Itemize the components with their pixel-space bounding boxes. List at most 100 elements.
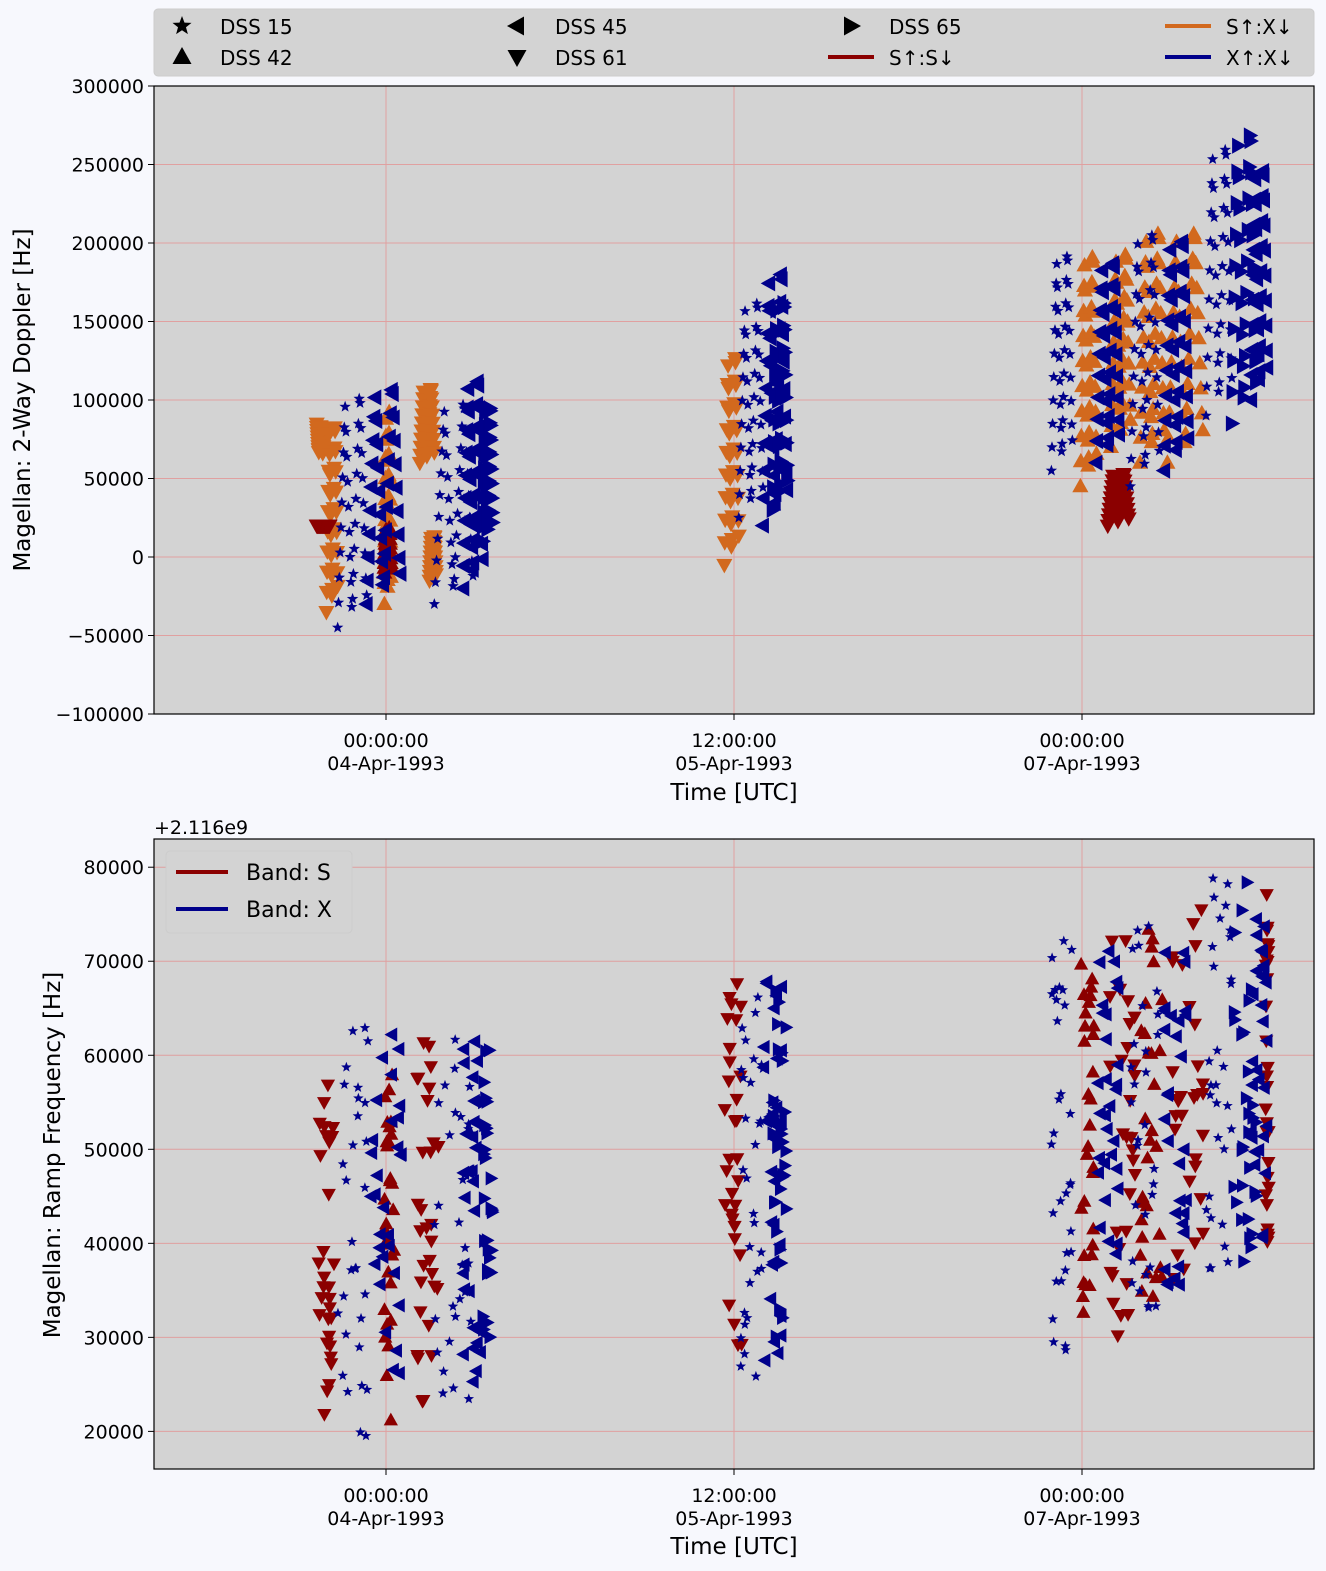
ramp-point xyxy=(1092,1150,1105,1166)
doppler-point xyxy=(1227,352,1242,369)
ramp-point xyxy=(372,1240,386,1255)
doppler-point xyxy=(1218,172,1231,184)
ramp-point xyxy=(1133,940,1144,951)
ramp-point xyxy=(362,1035,374,1046)
ramp-point xyxy=(355,1426,366,1437)
ramp-point xyxy=(1225,973,1237,984)
doppler-point xyxy=(749,344,762,356)
ramp-point xyxy=(1172,1193,1186,1208)
ramp-point xyxy=(1220,900,1231,911)
doppler-point xyxy=(1153,329,1170,345)
ramp-point xyxy=(727,1233,742,1246)
ramp-point xyxy=(1075,1289,1090,1302)
ramp-point xyxy=(465,1374,479,1389)
doppler-point xyxy=(1142,408,1160,424)
ramp-point xyxy=(774,979,788,995)
doppler-point xyxy=(1256,217,1271,234)
doppler-point xyxy=(1186,229,1203,245)
ramp-point xyxy=(722,1299,737,1313)
ramp-point xyxy=(338,1290,349,1301)
doppler-point xyxy=(1150,343,1162,355)
ramp-point xyxy=(323,1351,338,1365)
ramp-point xyxy=(1244,1160,1257,1175)
ramp-point xyxy=(324,1358,339,1372)
legend-marker-triangle-right xyxy=(844,16,861,36)
ramp-point xyxy=(1126,1154,1141,1168)
ramp-point xyxy=(1122,1018,1137,1031)
doppler-point xyxy=(349,517,361,529)
ramp-point xyxy=(317,1097,332,1110)
ramp-point xyxy=(410,1352,426,1366)
doppler-point xyxy=(1145,256,1157,268)
ramp-point xyxy=(370,1168,383,1183)
ramp-point xyxy=(424,1350,439,1363)
doppler-point xyxy=(730,529,747,545)
doppler-point xyxy=(733,511,745,523)
ramp-point xyxy=(1255,944,1269,959)
doppler-point xyxy=(455,442,467,454)
ramp-point xyxy=(1258,1103,1273,1117)
doppler-point xyxy=(447,580,459,591)
ramp-point xyxy=(757,1353,771,1368)
ramp-point xyxy=(770,1346,784,1361)
ramp-point xyxy=(1176,1142,1190,1157)
doppler-point xyxy=(1058,367,1070,379)
ramp-point xyxy=(1054,981,1065,992)
ramp-point xyxy=(1168,1206,1182,1221)
doppler-point xyxy=(382,491,399,506)
doppler-point xyxy=(1175,288,1191,305)
ramp-point xyxy=(1193,1193,1208,1206)
ramp-point xyxy=(1238,1254,1252,1269)
doppler-point xyxy=(1127,397,1139,409)
ramp-point xyxy=(1120,995,1136,1009)
doppler-point xyxy=(431,532,444,544)
ramp-point xyxy=(1243,993,1257,1008)
ramp-point xyxy=(1260,938,1275,952)
legend-marker-triangle-up xyxy=(172,47,192,64)
doppler-point xyxy=(367,412,383,429)
doppler-point xyxy=(371,506,387,523)
ramp-point xyxy=(1145,931,1160,945)
ramp-point xyxy=(1078,1277,1093,1291)
ramp-point xyxy=(410,1073,425,1086)
doppler-point xyxy=(357,497,370,509)
doppler-point xyxy=(1257,317,1273,334)
ramp-point xyxy=(1249,1062,1263,1078)
ramp-point xyxy=(384,1067,397,1082)
ramp-point xyxy=(1060,1187,1072,1198)
ramp-point xyxy=(1139,1119,1151,1130)
doppler-point xyxy=(1179,413,1194,430)
ramp-point xyxy=(350,1262,362,1273)
doppler-point xyxy=(1256,267,1272,284)
doppler-point xyxy=(1163,316,1179,333)
doppler-point xyxy=(485,490,501,507)
doppler-point xyxy=(1052,304,1064,316)
doppler-point xyxy=(351,442,364,454)
ramp-point xyxy=(724,1208,739,1222)
ramp-point xyxy=(1048,1336,1059,1347)
ramp-point xyxy=(729,978,745,991)
doppler-point xyxy=(1247,258,1262,276)
ramp-point xyxy=(422,1082,437,1096)
ramp-point xyxy=(1208,891,1220,902)
ramp-point xyxy=(1065,1246,1077,1257)
doppler-point xyxy=(1095,327,1111,344)
ramp-point xyxy=(1176,1206,1190,1221)
doppler-point xyxy=(1120,334,1137,349)
ramp-point xyxy=(1129,1078,1140,1089)
doppler-point xyxy=(318,606,335,621)
ramp-point xyxy=(1195,1088,1211,1101)
doppler-point xyxy=(1221,207,1234,218)
ramp-point xyxy=(1172,1277,1185,1292)
doppler-point xyxy=(370,483,386,500)
ramp-point xyxy=(1241,875,1255,890)
doppler-point xyxy=(753,371,766,383)
ramp-point xyxy=(1256,1129,1269,1144)
ramp-point xyxy=(322,1379,337,1392)
ramp-point xyxy=(376,1200,390,1215)
doppler-point xyxy=(1061,254,1074,266)
doppler-point xyxy=(1121,376,1138,391)
ramp-point xyxy=(1214,912,1226,923)
ramp-point xyxy=(387,1265,400,1281)
doppler-point xyxy=(442,492,455,504)
